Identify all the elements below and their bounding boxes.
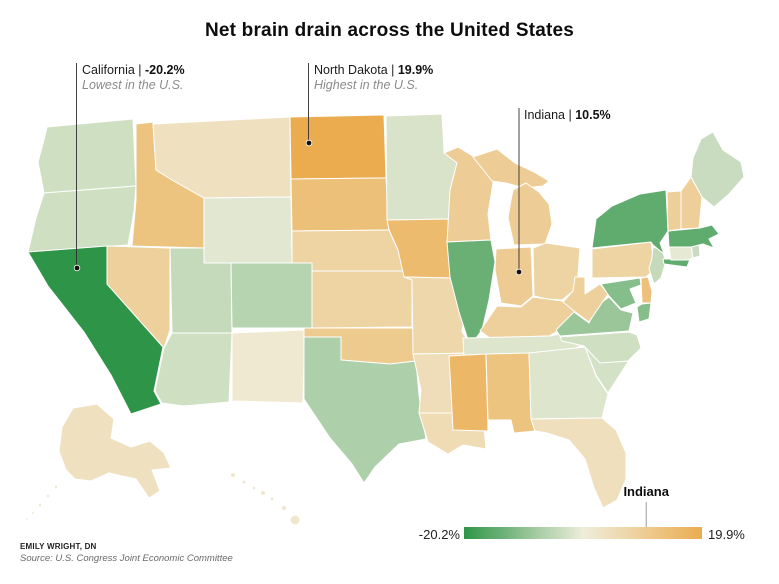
annotation-north-dakota-value: 19.9%	[397, 63, 434, 77]
state-maryland-eastern-shore	[636, 302, 652, 323]
state-hawaii-island	[230, 472, 236, 478]
annotation-indiana: Indiana | 10.5%	[524, 108, 611, 123]
state-michigan	[507, 182, 553, 246]
state-hawaii-island	[269, 496, 275, 502]
state-hawaii-island	[260, 490, 266, 496]
north-dakota-dot	[305, 139, 313, 147]
state-minnesota	[385, 113, 458, 221]
state-mississippi	[448, 353, 489, 432]
state-colorado	[230, 262, 313, 329]
state-florida	[530, 417, 627, 509]
state-nevada	[106, 245, 171, 349]
state-oregon	[27, 185, 137, 253]
state-wyoming	[203, 196, 293, 264]
state-new-york	[591, 189, 669, 255]
state-north-carolina	[559, 331, 642, 364]
indiana-dot	[515, 268, 523, 276]
state-alaska	[58, 403, 172, 499]
state-ohio	[532, 242, 581, 301]
state-north-dakota	[289, 114, 387, 180]
legend-gradient-bar	[464, 527, 702, 539]
state-washington	[37, 118, 137, 194]
state-alaska-aleutian-island	[31, 511, 35, 515]
state-texas	[303, 336, 427, 484]
byline: EMILY WRIGHT, DN	[20, 542, 97, 551]
state-hawaii-island	[251, 485, 257, 491]
state-maine	[690, 131, 745, 208]
state-new-mexico	[231, 329, 306, 404]
annotation-california-text: California | -20.2%	[82, 63, 185, 77]
annotation-california-sublabel: Lowest in the U.S.	[82, 78, 184, 93]
legend-pointer-label: Indiana	[623, 484, 669, 499]
state-michigan-upper-peninsula	[472, 148, 550, 189]
legend-max-label: 19.9%	[708, 527, 745, 542]
california-dot	[73, 264, 81, 272]
annotation-north-dakota-text: North Dakota | 19.9%	[314, 63, 434, 77]
state-kansas	[311, 270, 413, 329]
state-south-dakota	[290, 177, 390, 232]
state-alabama	[485, 352, 536, 434]
state-maryland	[600, 277, 642, 310]
state-alaska-aleutian-island	[38, 503, 42, 507]
annotation-north-dakota-sublabel: Highest in the U.S.	[314, 78, 419, 93]
annotation-indiana-text: Indiana | 10.5%	[524, 108, 611, 122]
state-hawaii-island	[281, 505, 287, 511]
annotation-indiana-value: 10.5%	[575, 108, 611, 122]
state-hawaii-big-island	[289, 514, 301, 526]
state-new-hampshire	[680, 176, 703, 230]
state-delaware	[640, 276, 653, 304]
state-alaska-aleutian-island	[25, 517, 29, 521]
state-alaska-aleutian-island	[46, 494, 50, 498]
page-title: Net brain drain across the United States	[204, 20, 575, 41]
annotation-california-value: -20.2%	[145, 63, 185, 77]
source-credit: Source: U.S. Congress Joint Economic Com…	[20, 553, 233, 564]
state-virginia	[555, 296, 634, 337]
annotation-leader-lines	[73, 63, 523, 276]
state-west-virginia	[562, 276, 609, 323]
legend-min-label: -20.2%	[418, 527, 460, 542]
state-hawaii-island	[241, 479, 247, 485]
state-alaska-aleutian-island	[54, 485, 58, 489]
state-indiana	[494, 246, 534, 307]
state-vermont	[666, 190, 682, 232]
state-massachusetts	[667, 224, 720, 249]
annotation-north-dakota: North Dakota | 19.9% Highest in the U.S.	[314, 63, 433, 94]
state-wisconsin	[443, 146, 494, 243]
annotation-california: California | -20.2% Lowest in the U.S.	[82, 63, 185, 94]
state-arizona	[154, 332, 233, 407]
